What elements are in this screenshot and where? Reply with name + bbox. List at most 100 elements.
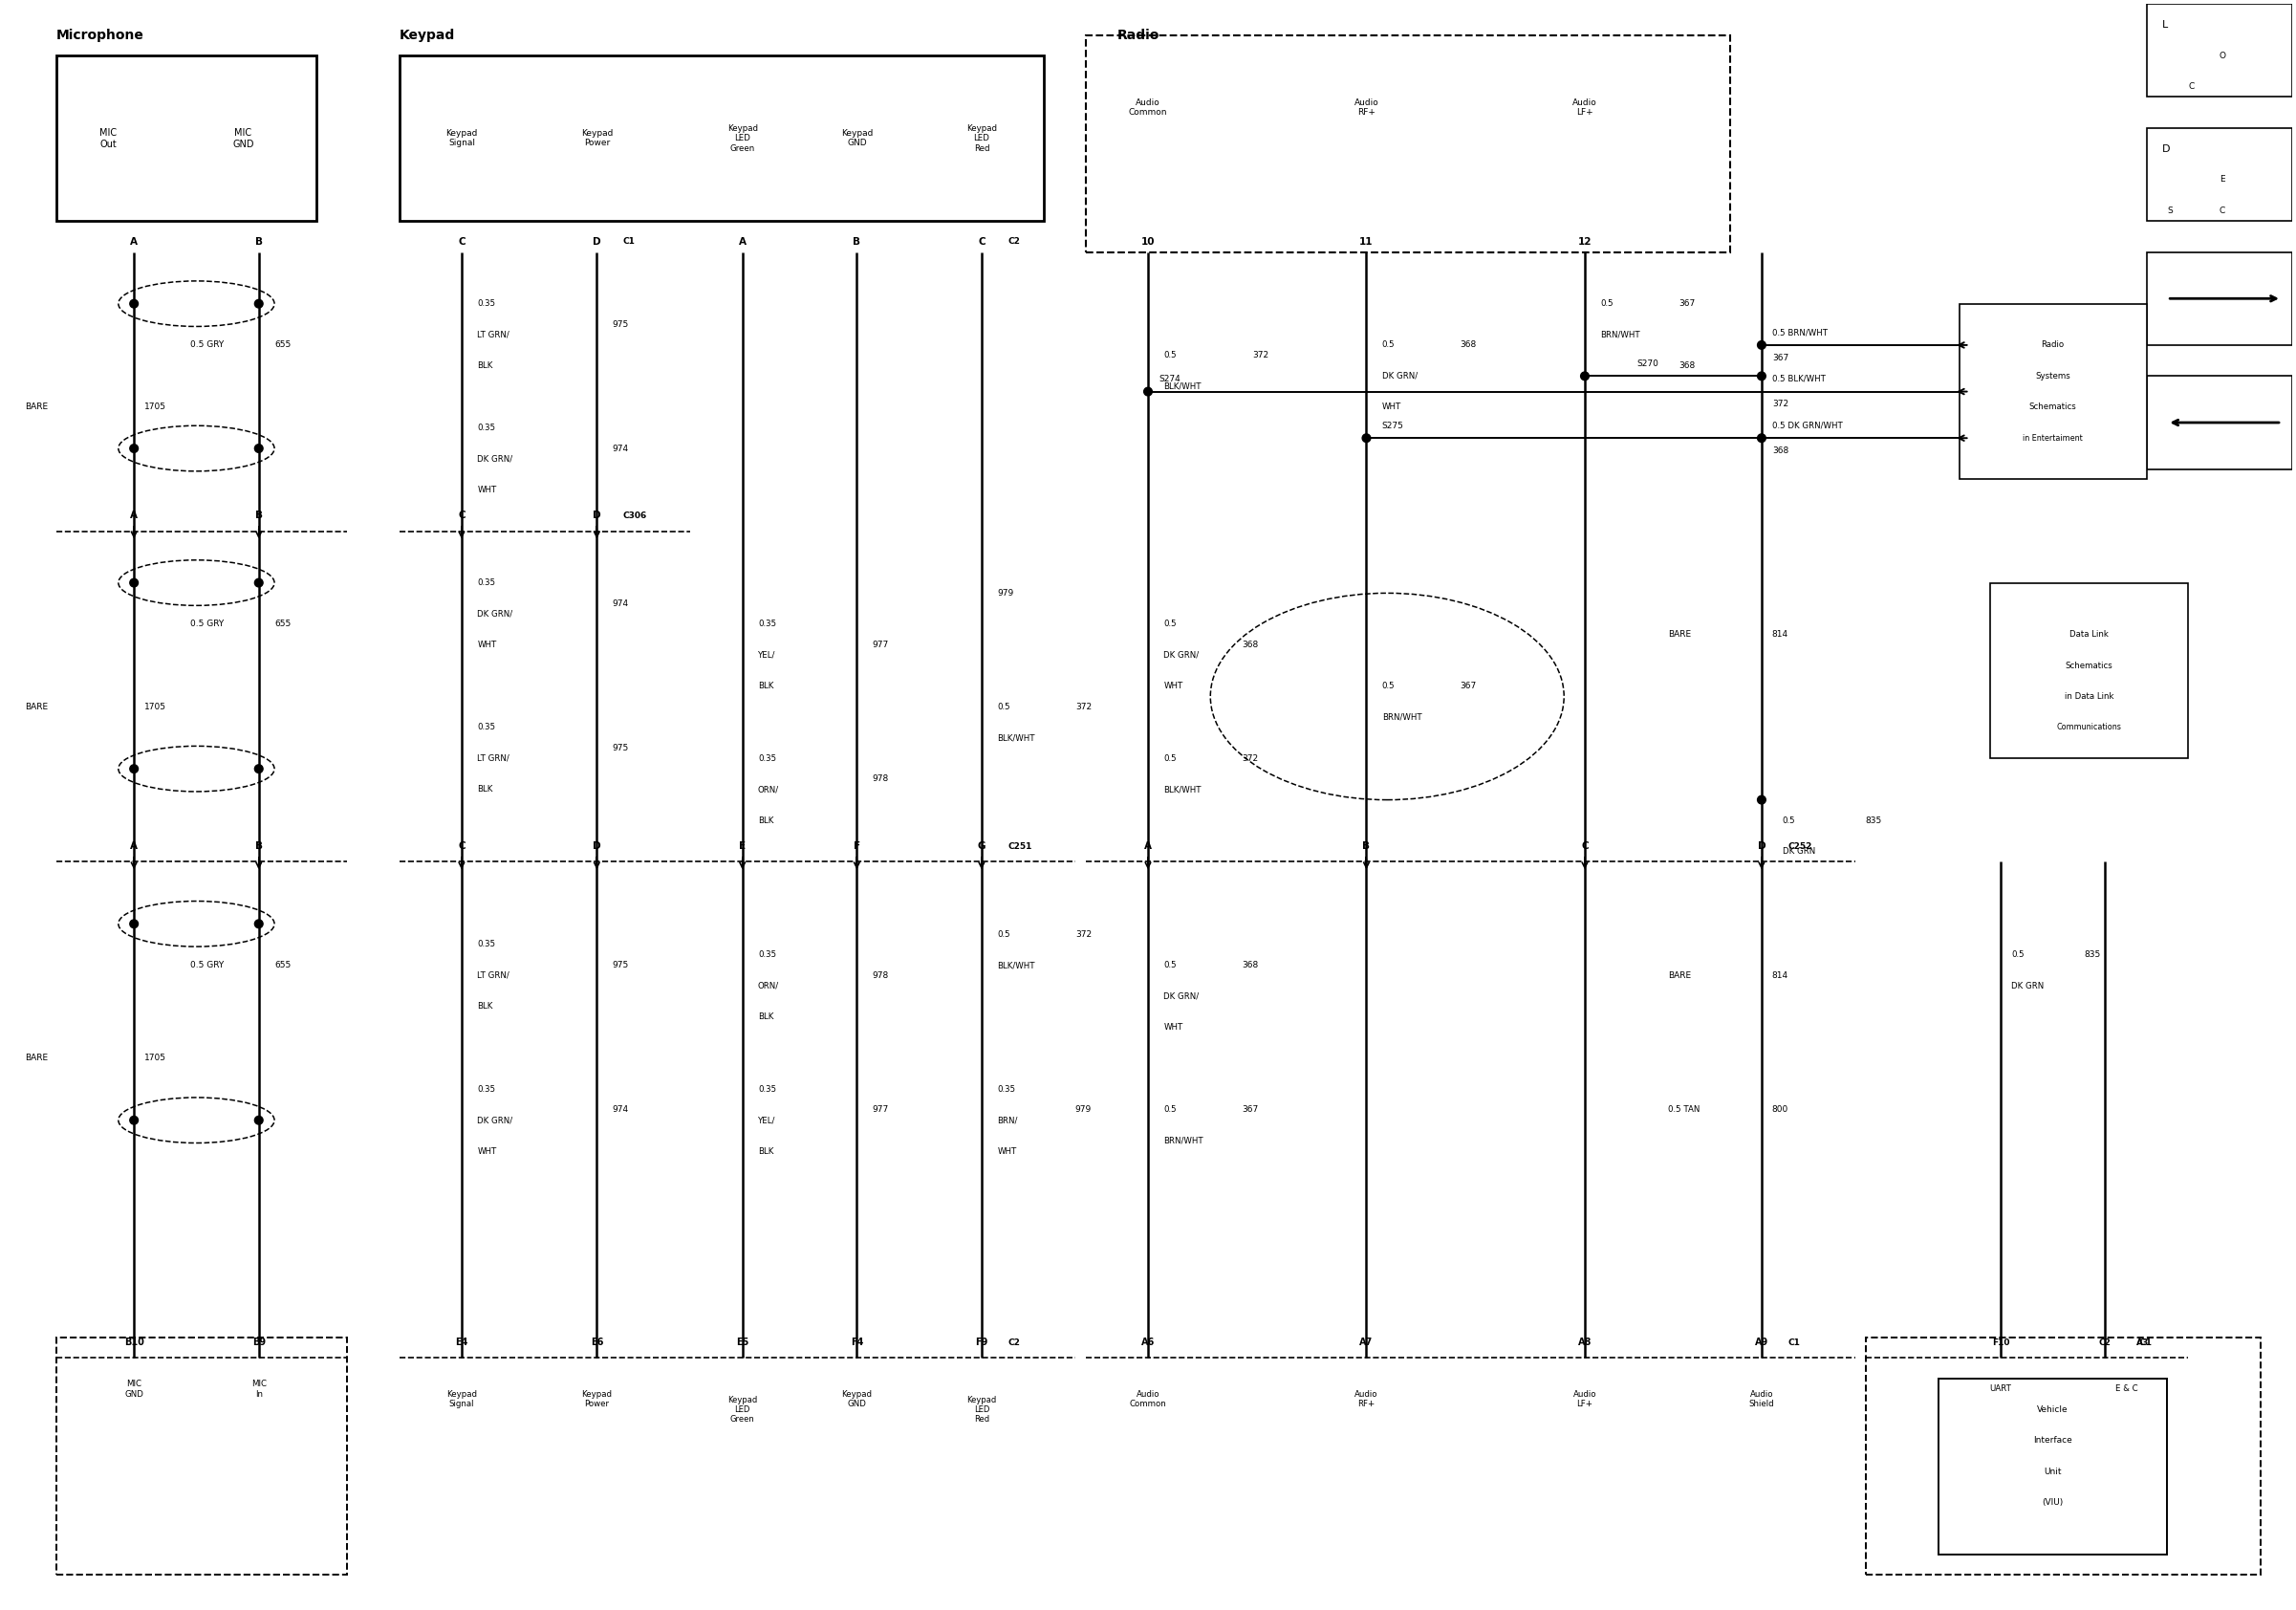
Text: 0.5: 0.5 bbox=[1382, 683, 1396, 691]
Text: D: D bbox=[2163, 143, 2170, 153]
Text: F9: F9 bbox=[976, 1338, 987, 1348]
Text: E5: E5 bbox=[737, 1338, 748, 1348]
Circle shape bbox=[255, 919, 264, 927]
Text: 372: 372 bbox=[1773, 399, 1789, 409]
Text: 835: 835 bbox=[2085, 950, 2101, 960]
Text: UART: UART bbox=[1991, 1385, 2011, 1393]
Text: B: B bbox=[255, 237, 262, 246]
Text: 0.5: 0.5 bbox=[1164, 961, 1176, 969]
Circle shape bbox=[131, 299, 138, 308]
Text: 0.35: 0.35 bbox=[478, 940, 496, 948]
Text: D: D bbox=[592, 842, 602, 852]
Text: Keypad
LED
Red: Keypad LED Red bbox=[967, 124, 996, 153]
Bar bbox=[1867, 1338, 2262, 1575]
Text: 0.35: 0.35 bbox=[478, 578, 496, 588]
Text: WHT: WHT bbox=[478, 486, 496, 494]
Text: in Data Link: in Data Link bbox=[2064, 692, 2115, 700]
Text: A3: A3 bbox=[2135, 1338, 2149, 1346]
Text: 367: 367 bbox=[1773, 353, 1789, 362]
Text: B10: B10 bbox=[124, 1338, 145, 1348]
Text: C: C bbox=[1582, 842, 1589, 852]
Text: DK GRN: DK GRN bbox=[1782, 847, 1816, 857]
Text: 0.35: 0.35 bbox=[478, 723, 496, 733]
Circle shape bbox=[1756, 435, 1766, 443]
Text: 0.35: 0.35 bbox=[758, 620, 776, 628]
Text: Audio
Shield: Audio Shield bbox=[1750, 1389, 1775, 1409]
Text: 0.5 DK GRN/WHT: 0.5 DK GRN/WHT bbox=[1773, 422, 1841, 430]
Text: 977: 977 bbox=[872, 1106, 889, 1114]
Text: 372: 372 bbox=[1242, 753, 1258, 763]
Text: A9: A9 bbox=[1754, 1338, 1768, 1348]
Text: Unit: Unit bbox=[2043, 1467, 2062, 1476]
Circle shape bbox=[131, 444, 138, 452]
Text: 0.5 TAN: 0.5 TAN bbox=[1667, 1106, 1699, 1114]
Text: D: D bbox=[592, 237, 602, 246]
Text: 368: 368 bbox=[1678, 361, 1694, 370]
Text: Interface: Interface bbox=[2034, 1436, 2073, 1444]
Text: E4: E4 bbox=[455, 1338, 468, 1348]
Text: 1705: 1705 bbox=[145, 402, 165, 412]
Text: B: B bbox=[255, 842, 262, 852]
Text: A: A bbox=[1143, 842, 1153, 852]
Text: E: E bbox=[739, 842, 746, 852]
Text: Keypad
Power: Keypad Power bbox=[581, 129, 613, 148]
Text: Keypad
Power: Keypad Power bbox=[581, 1389, 613, 1409]
Text: 0.5: 0.5 bbox=[2011, 950, 2025, 960]
Circle shape bbox=[255, 578, 264, 588]
Text: Keypad
Signal: Keypad Signal bbox=[445, 129, 478, 148]
Text: Systems: Systems bbox=[2034, 372, 2071, 380]
Text: BLK: BLK bbox=[758, 816, 774, 824]
Text: 368: 368 bbox=[1773, 446, 1789, 456]
Text: 372: 372 bbox=[1075, 702, 1091, 712]
Text: C306: C306 bbox=[622, 512, 647, 520]
Text: 368: 368 bbox=[1242, 961, 1258, 969]
Text: BLK/WHT: BLK/WHT bbox=[1164, 786, 1201, 794]
Text: DK GRN/: DK GRN/ bbox=[1382, 372, 1417, 380]
Text: BARE: BARE bbox=[1667, 971, 1692, 980]
Text: 0.5 BLK/WHT: 0.5 BLK/WHT bbox=[1773, 375, 1825, 383]
Text: ORN/: ORN/ bbox=[758, 786, 778, 794]
Text: C1: C1 bbox=[2135, 1338, 2151, 1346]
Text: BLK/WHT: BLK/WHT bbox=[996, 961, 1035, 969]
Text: 368: 368 bbox=[1242, 641, 1258, 649]
Text: 367: 367 bbox=[1678, 299, 1694, 308]
Text: G: G bbox=[978, 842, 985, 852]
Text: DK GRN/: DK GRN/ bbox=[478, 610, 512, 618]
Text: 0.5: 0.5 bbox=[1164, 753, 1176, 763]
Text: LT GRN/: LT GRN/ bbox=[478, 753, 510, 763]
Text: Keypad: Keypad bbox=[400, 29, 455, 42]
Text: LT GRN/: LT GRN/ bbox=[478, 971, 510, 980]
Text: Schematics: Schematics bbox=[2066, 662, 2112, 670]
Text: YEL/: YEL/ bbox=[758, 650, 776, 660]
Text: 655: 655 bbox=[276, 341, 292, 349]
Text: S274: S274 bbox=[1159, 375, 1180, 383]
Text: 814: 814 bbox=[1773, 630, 1789, 639]
Text: Keypad
GND: Keypad GND bbox=[840, 129, 872, 148]
Text: Keypad
GND: Keypad GND bbox=[843, 1389, 872, 1409]
Text: Audio
LF+: Audio LF+ bbox=[1573, 1389, 1596, 1409]
Text: 1705: 1705 bbox=[145, 1055, 165, 1063]
Text: C: C bbox=[457, 510, 466, 520]
Text: Audio
RF+: Audio RF+ bbox=[1355, 98, 1378, 116]
Text: Audio
Common: Audio Common bbox=[1130, 98, 1166, 116]
Text: 655: 655 bbox=[276, 961, 292, 969]
Text: D: D bbox=[1756, 842, 1766, 852]
Text: BLK: BLK bbox=[758, 1146, 774, 1156]
Bar bbox=[400, 56, 1045, 221]
Text: A: A bbox=[131, 237, 138, 246]
Text: DK GRN/: DK GRN/ bbox=[478, 1116, 512, 1124]
Text: 0.35: 0.35 bbox=[758, 950, 776, 960]
Text: Radio: Radio bbox=[2041, 341, 2064, 349]
Text: E & C: E & C bbox=[2115, 1385, 2138, 1393]
Bar bbox=[55, 1338, 347, 1575]
Text: A7: A7 bbox=[1359, 1338, 1373, 1348]
Text: C2: C2 bbox=[2099, 1338, 2110, 1346]
Text: Schematics: Schematics bbox=[2030, 402, 2076, 412]
Text: Audio
RF+: Audio RF+ bbox=[1355, 1389, 1378, 1409]
Text: 978: 978 bbox=[872, 971, 889, 980]
Text: 372: 372 bbox=[1251, 351, 1267, 359]
Text: S275: S275 bbox=[1382, 422, 1403, 430]
Text: 0.5: 0.5 bbox=[996, 702, 1010, 712]
Bar bbox=[2147, 253, 2291, 345]
Text: 0.5: 0.5 bbox=[1164, 1106, 1176, 1114]
